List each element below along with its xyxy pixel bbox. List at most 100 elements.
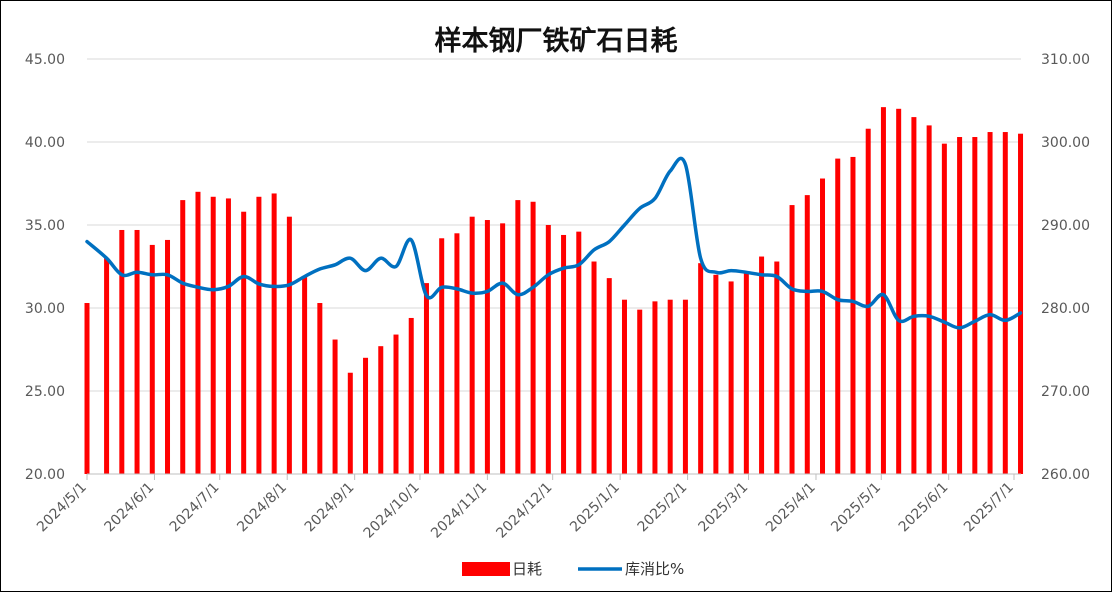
bar [119, 229, 125, 474]
right-y-axis-ticks: 260.00 270.00 280.00 290.00 300.00 310.00 [1041, 52, 1090, 483]
bar [1018, 133, 1024, 474]
x-tick-label: 2025/5/1 [828, 480, 884, 536]
x-axis-ticks: 2024/5/1 2024/6/1 2024/7/1 2024/8/1 2024/9/1… [34, 474, 1017, 542]
right-tick-label: 300.00 [1041, 135, 1090, 151]
x-tick-label: 2025/7/1 [961, 480, 1017, 536]
bar [271, 193, 277, 474]
bar [1002, 132, 1008, 475]
bar [804, 195, 810, 474]
bar [743, 273, 749, 474]
bar [896, 108, 902, 475]
bar [225, 198, 231, 474]
bar [104, 258, 110, 474]
bar [728, 281, 734, 474]
bar [515, 200, 521, 474]
x-tick-label: 2025/1/1 [567, 479, 623, 535]
x-tick-label: 2025/4/1 [763, 480, 819, 536]
bar [561, 234, 567, 474]
left-tick-label: 20.00 [25, 467, 65, 483]
bar [621, 299, 627, 474]
left-tick-label: 30.00 [25, 301, 65, 317]
bar [606, 278, 612, 474]
bar [987, 132, 993, 475]
bar [850, 156, 856, 474]
bar [317, 303, 323, 474]
x-tick-label: 2024/10/1 [361, 479, 423, 541]
bar [713, 274, 719, 474]
right-tick-label: 310.00 [1041, 52, 1090, 68]
bar [576, 231, 582, 474]
bar [941, 143, 947, 474]
left-tick-label: 35.00 [25, 218, 65, 234]
bar [393, 334, 399, 474]
bar [347, 372, 353, 474]
bar [865, 128, 871, 474]
left-y-axis-ticks: 20.00 25.00 30.00 35.00 40.00 45.00 [25, 52, 65, 483]
legend-swatch-daily-consumption [462, 562, 510, 576]
bar [774, 261, 780, 474]
bar [682, 299, 688, 474]
bar [302, 276, 308, 474]
bar [149, 244, 155, 474]
x-tick-label: 2024/11/1 [428, 480, 490, 542]
bar [180, 200, 186, 474]
bar [972, 137, 978, 474]
bar [698, 263, 704, 474]
x-tick-label: 2025/6/1 [896, 480, 952, 536]
bar [835, 158, 841, 474]
x-tick-label: 2025/3/1 [696, 479, 752, 535]
bar [241, 211, 247, 474]
bar [591, 261, 597, 474]
left-tick-label: 25.00 [25, 384, 65, 400]
bar [637, 309, 643, 474]
chart-title: 样本钢厂铁矿石日耗 [434, 26, 678, 57]
line-series-stock-ratio [85, 156, 1023, 330]
left-tick-label: 45.00 [25, 52, 65, 68]
bar [789, 205, 795, 474]
right-tick-label: 290.00 [1041, 218, 1090, 234]
x-tick-label: 2024/6/1 [102, 480, 158, 536]
legend: 日耗 库消比% [462, 560, 684, 578]
bar [911, 117, 917, 474]
bar-series-daily-consumption [84, 107, 1024, 475]
bar [500, 223, 506, 474]
bar [484, 220, 490, 474]
bar [363, 357, 369, 474]
bar [134, 229, 140, 474]
bar [545, 225, 551, 474]
bar [378, 346, 384, 474]
bar [84, 303, 90, 474]
x-tick-label: 2024/12/1 [493, 480, 555, 542]
bar [880, 107, 886, 474]
x-tick-label: 2025/2/1 [635, 480, 691, 536]
bar [256, 196, 262, 474]
right-tick-label: 280.00 [1041, 301, 1090, 317]
bar [926, 125, 932, 475]
left-tick-label: 40.00 [25, 135, 65, 151]
x-tick-label: 2024/9/1 [302, 480, 358, 536]
bar [286, 216, 292, 474]
x-tick-label: 2024/8/1 [234, 480, 290, 536]
right-tick-label: 270.00 [1041, 384, 1090, 400]
bar [408, 317, 414, 474]
bar [530, 201, 536, 474]
bar [439, 238, 445, 474]
bar [820, 178, 826, 474]
bar [454, 233, 460, 474]
series-line [85, 156, 1023, 330]
bar [332, 339, 338, 474]
bar [957, 137, 963, 474]
bar [165, 239, 171, 474]
bar [469, 216, 475, 474]
bar [759, 256, 765, 474]
x-tick-label: 2024/7/1 [167, 479, 223, 535]
x-tick-label: 2024/5/1 [34, 480, 90, 536]
bar [195, 191, 201, 475]
bar [423, 283, 429, 474]
bar [667, 299, 673, 474]
legend-label-daily-consumption: 日耗 [512, 560, 542, 578]
right-tick-label: 260.00 [1041, 467, 1090, 483]
legend-label-stock-ratio: 库消比% [625, 560, 684, 578]
